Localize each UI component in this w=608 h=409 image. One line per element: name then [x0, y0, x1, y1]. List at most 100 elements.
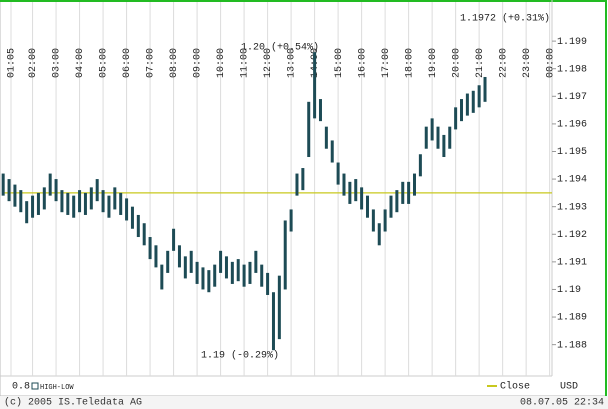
hilo-bar — [465, 93, 469, 116]
x-tick-label: 03:00 — [52, 48, 63, 78]
hilo-bar — [254, 250, 258, 273]
x-tick-label: 11:00 — [240, 48, 251, 78]
x-tick-label: 16:00 — [357, 48, 368, 78]
hilo-bar — [36, 192, 40, 215]
hilo-bar — [301, 168, 305, 191]
hilo-bar — [236, 259, 240, 282]
hilo-bar — [83, 192, 87, 215]
scale-label: 0.8 — [12, 382, 30, 393]
x-tick-label: 10:00 — [216, 48, 227, 78]
x-tick-label: 00:00 — [545, 48, 556, 78]
hilo-bar — [72, 195, 76, 218]
hilo-bar — [342, 173, 346, 196]
hilo-bar — [348, 181, 352, 204]
hilo-bar — [266, 272, 270, 295]
x-tick-label: 15:00 — [334, 48, 345, 78]
hilo-bar — [454, 107, 458, 130]
hilo-bar — [330, 140, 334, 163]
x-tick-label: 09:00 — [193, 48, 204, 78]
x-tick-label: 13:00 — [287, 48, 298, 78]
hilo-bar — [136, 214, 140, 238]
hilo-bar — [42, 187, 46, 210]
footer-bar — [0, 396, 608, 409]
legend-series-swatch — [31, 382, 39, 390]
hilo-bar — [477, 85, 481, 108]
hilo-bar — [424, 126, 428, 149]
hilo-bar — [60, 190, 64, 213]
hilo-bar — [119, 192, 123, 215]
hilo-bar — [31, 195, 35, 218]
hilo-bar — [201, 267, 205, 290]
y-tick-label: 1.197 — [557, 92, 587, 103]
hilo-bar — [125, 198, 129, 221]
hilo-bar — [224, 256, 228, 279]
annotation: 1.1972 (+0.31%) — [460, 13, 550, 25]
hilo-bar — [130, 206, 134, 229]
footer-right: 08.07.05 22:34 — [520, 398, 604, 409]
y-tick-label: 1.19 — [557, 285, 581, 296]
x-tick-label: 02:00 — [28, 48, 39, 78]
x-tick-label: 18:00 — [404, 48, 415, 78]
hilo-bar — [172, 228, 176, 251]
hilo-bar — [230, 261, 234, 284]
hilo-bar — [283, 220, 287, 290]
hilo-bar — [401, 181, 405, 204]
hilo-bar — [25, 201, 29, 224]
y-tick-label: 1.194 — [557, 175, 587, 186]
hilo-bar — [89, 187, 93, 210]
footer-left: (c) 2005 IS.Teledata AG — [4, 397, 142, 409]
hilo-bar — [354, 179, 358, 202]
hilo-bar — [460, 99, 464, 122]
hilo-bar — [418, 154, 422, 177]
hilo-bar — [407, 181, 411, 204]
y-tick-label: 1.199 — [557, 37, 587, 48]
hilo-bar — [207, 270, 211, 293]
x-tick-label: 08:00 — [169, 48, 180, 78]
y-tick-label: 1.189 — [557, 313, 587, 324]
hilo-bar — [95, 179, 99, 202]
hilo-bar — [189, 250, 193, 273]
hilo-bar — [101, 190, 105, 213]
hilo-bar — [365, 195, 369, 218]
y-tick-label: 1.195 — [557, 147, 587, 158]
annotation: 1.19 (-0.29%) — [201, 350, 279, 362]
x-tick-label: 21:00 — [475, 48, 486, 78]
hilo-bar — [436, 126, 440, 149]
hilo-bar — [154, 245, 158, 268]
hilo-bar — [113, 187, 117, 210]
hilo-bar — [324, 126, 328, 149]
hilo-bar — [442, 134, 446, 158]
y-tick-label: 1.191 — [557, 258, 587, 269]
hilo-bar — [295, 173, 299, 196]
hilo-bar — [183, 256, 187, 279]
hilo-bar — [395, 190, 399, 213]
hilo-bar — [177, 245, 181, 268]
hilo-bar — [289, 209, 293, 232]
x-tick-label: 22:00 — [498, 48, 509, 78]
hilo-bar — [78, 190, 82, 213]
x-tick-label: 19:00 — [428, 48, 439, 78]
hilo-bar — [336, 162, 340, 185]
x-tick-label: 06:00 — [122, 48, 133, 78]
hilo-bar — [213, 264, 217, 287]
hilo-bar — [54, 179, 58, 202]
hilo-bar — [13, 184, 17, 207]
y-tick-label: 1.196 — [557, 120, 587, 131]
hilo-bar — [307, 101, 311, 158]
hilo-bar — [377, 223, 381, 246]
x-tick-label: 12:00 — [263, 48, 274, 78]
x-tick-label: 05:00 — [99, 48, 110, 78]
hilo-bar — [277, 275, 281, 340]
x-tick-label: 04:00 — [75, 48, 86, 78]
hilo-bar — [166, 250, 170, 273]
annotation: 1.20 (+0.54%) — [241, 42, 319, 54]
x-tick-label: 01:05 — [7, 48, 18, 78]
x-tick-label: 07:00 — [146, 48, 157, 78]
hilo-bar — [48, 173, 52, 196]
hilo-bar — [389, 195, 393, 218]
hilo-bar — [242, 264, 246, 287]
y-tick-label: 1.192 — [557, 230, 587, 241]
hilo-bar — [19, 190, 23, 213]
hilo-bar — [383, 209, 387, 232]
